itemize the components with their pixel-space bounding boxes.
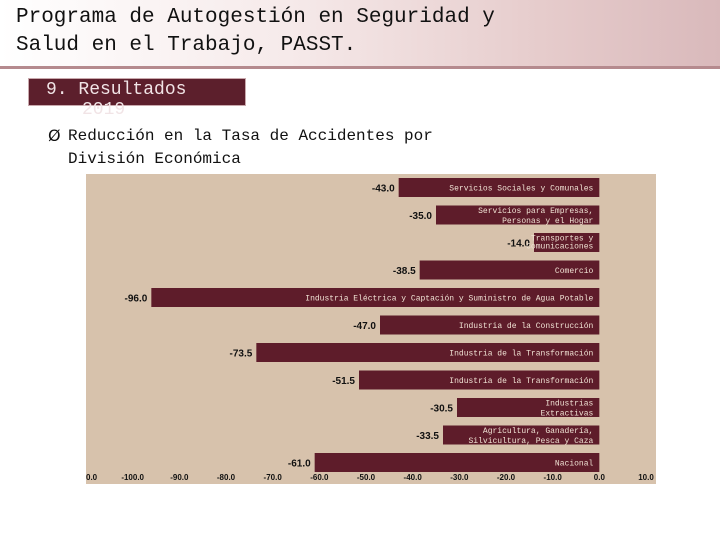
bar-value-label-1: -35.0 (409, 211, 432, 222)
x-tick-label-6: -50.0 (357, 473, 376, 482)
section-label-line-1: 9. Resultados (46, 80, 187, 100)
header-band (0, 0, 720, 68)
bar-7 (359, 370, 600, 390)
page-title-line-2: Salud en el Trabajo, PASST. (16, 34, 357, 57)
bar-value-label-4: -96.0 (125, 294, 148, 305)
bar-10 (314, 453, 600, 472)
bar-value-label-5: -47.0 (353, 321, 376, 332)
bar-category-label-8: Industrias Extractivas (541, 400, 594, 419)
x-tick-label-2: -90.0 (170, 473, 189, 482)
bar-category-label-10: Nacional (555, 460, 594, 469)
bar-value-label-10: -61.0 (288, 459, 311, 470)
bar-category-label-1: Servicios para Empresas, Personas y el Ho… (478, 207, 593, 226)
bar-value-label-3: -38.5 (393, 266, 416, 277)
bar-8 (457, 398, 600, 417)
bar-category-label-0: Servicios Sociales y Comunales (449, 185, 593, 194)
x-tick-label-3: -80.0 (217, 473, 236, 482)
bullet-text: Reducción en la Tasa de Accidentes por D… (68, 125, 538, 171)
bar-0 (398, 178, 600, 197)
x-tick-label-4: -70.0 (264, 473, 283, 482)
x-tick-label-9: -20.0 (497, 473, 516, 482)
bar-category-label-5: Industria de la Construcción (459, 322, 594, 331)
x-tick-label-12: 10.0 (638, 473, 654, 482)
bar-value-label-0: -43.0 (372, 184, 395, 195)
section-label-box (28, 78, 246, 106)
bar-value-label-7: -51.5 (332, 376, 355, 387)
bar-category-label-4: Industria Eléctrica y Captación y Sumini… (305, 295, 593, 304)
bullet-text-line-2: División Económica (68, 150, 241, 168)
bar-9 (443, 425, 600, 445)
section-label: 9. Resultados 2019 (46, 80, 246, 120)
bar-category-label-7: Industria de la Transformación (449, 377, 593, 386)
accident-rate-bar-chart: -43.0 Servicios Sociales y Comunales -35.0… (86, 178, 654, 482)
bar-value-label-2: -14.0 (507, 239, 530, 250)
chart-area: -43.0 Servicios Sociales y Comunales -35.0… (86, 174, 656, 484)
bar-value-label-8: -30.5 (430, 404, 453, 415)
x-tick-label-0: -110.0 (86, 473, 98, 482)
bar-category-label-9: Agricultura, Ganadería, Silvicultura, Pes… (469, 427, 594, 446)
bar-1 (436, 205, 600, 225)
bar-value-label-9: -33.5 (416, 431, 439, 442)
bar-6 (256, 343, 600, 362)
section-label-line-2: 2019 (82, 100, 126, 120)
bar-category-label-6: Industria de la Transformación (449, 350, 593, 359)
header-divider (0, 66, 720, 69)
page-title: Programa de Autogestión en Seguridad y S… (16, 4, 656, 60)
bar-value-label-6: -73.5 (230, 349, 253, 360)
bar-5 (380, 315, 600, 335)
bar-4 (151, 288, 600, 307)
bar-2 (534, 233, 600, 252)
x-tick-label-11: 0.0 (594, 473, 606, 482)
bar-category-label-2: Transportes y Comunicaciones (526, 235, 593, 252)
page-title-line-1: Programa de Autogestión en Seguridad y (16, 6, 495, 29)
bar-category-label-3: Comercio (555, 267, 594, 276)
bullet-text-line-1: Reducción en la Tasa de Accidentes por (68, 127, 433, 145)
x-tick-label-8: -30.0 (450, 473, 469, 482)
x-tick-label-5: -60.0 (310, 473, 329, 482)
x-tick-label-1: -100.0 (121, 473, 144, 482)
x-tick-label-7: -40.0 (404, 473, 423, 482)
bar-3 (419, 260, 600, 280)
bullet-arrow-icon: Ø (48, 126, 61, 145)
x-tick-label-10: -10.0 (544, 473, 563, 482)
